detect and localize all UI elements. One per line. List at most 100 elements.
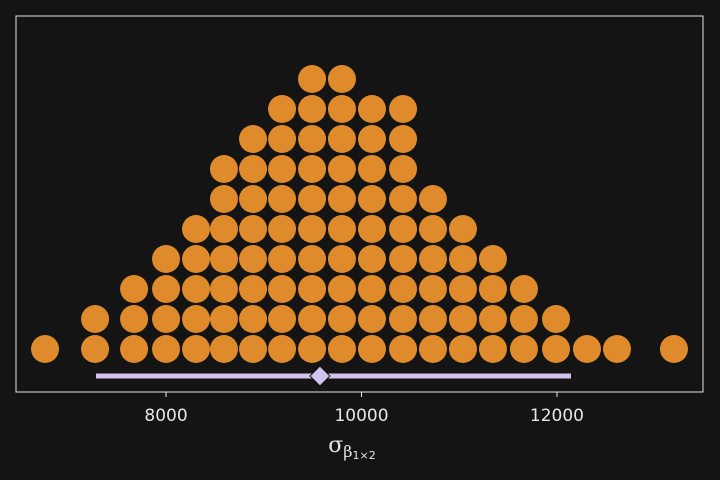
dot	[209, 335, 238, 363]
dot	[327, 65, 356, 93]
dot	[389, 125, 418, 153]
dot	[478, 245, 507, 273]
dot	[81, 335, 110, 363]
dot	[120, 335, 149, 363]
dot	[239, 245, 268, 273]
dot	[327, 245, 356, 273]
dot	[120, 275, 149, 303]
dot	[659, 335, 688, 363]
dot	[389, 95, 418, 123]
dot	[31, 335, 60, 363]
dot	[268, 275, 297, 303]
dot	[298, 125, 327, 153]
dot	[239, 215, 268, 243]
dot	[478, 335, 507, 363]
dot	[478, 305, 507, 333]
dot	[152, 335, 181, 363]
x-tick-label: 10000	[334, 406, 388, 426]
dot	[418, 335, 447, 363]
dot	[182, 335, 211, 363]
dot	[327, 125, 356, 153]
dot	[182, 215, 211, 243]
dot	[327, 305, 356, 333]
dot	[389, 185, 418, 213]
dot	[357, 335, 386, 363]
dot	[357, 305, 386, 333]
dot	[298, 335, 327, 363]
dot	[209, 185, 238, 213]
dot	[298, 65, 327, 93]
dot	[418, 305, 447, 333]
dot	[448, 305, 477, 333]
dot	[357, 155, 386, 183]
dot	[327, 95, 356, 123]
dot	[327, 275, 356, 303]
dot	[448, 245, 477, 273]
dot	[357, 215, 386, 243]
dot	[389, 305, 418, 333]
dot	[209, 215, 238, 243]
dot	[298, 185, 327, 213]
dot	[298, 245, 327, 273]
dot	[389, 215, 418, 243]
dot	[357, 185, 386, 213]
dot	[120, 305, 149, 333]
dot	[239, 155, 268, 183]
dot	[209, 155, 238, 183]
dot	[418, 215, 447, 243]
x-tick-label: 8000	[144, 406, 187, 426]
dot	[268, 125, 297, 153]
dot	[448, 215, 477, 243]
dot	[268, 155, 297, 183]
dot	[509, 335, 538, 363]
dot	[389, 335, 418, 363]
dot	[389, 275, 418, 303]
dot	[298, 95, 327, 123]
dot	[152, 305, 181, 333]
dot	[327, 215, 356, 243]
dot	[268, 95, 297, 123]
dot	[239, 125, 268, 153]
x-label-subsub: 1×2	[353, 449, 376, 462]
dot	[478, 275, 507, 303]
dot	[152, 275, 181, 303]
dot	[268, 185, 297, 213]
dot	[542, 305, 571, 333]
dot	[357, 275, 386, 303]
dot	[298, 155, 327, 183]
dot	[327, 155, 356, 183]
dot	[418, 275, 447, 303]
dot	[418, 245, 447, 273]
dot	[418, 185, 447, 213]
dot	[268, 215, 297, 243]
point-estimate	[309, 365, 331, 387]
dot	[239, 335, 268, 363]
dot	[298, 215, 327, 243]
x-label-sub: β	[343, 442, 352, 461]
dot	[448, 275, 477, 303]
dot	[268, 335, 297, 363]
dot	[602, 335, 631, 363]
dot	[572, 335, 601, 363]
dot	[209, 305, 238, 333]
dot	[182, 305, 211, 333]
dot	[357, 95, 386, 123]
dot	[209, 275, 238, 303]
dot	[182, 275, 211, 303]
dot	[298, 275, 327, 303]
dot	[239, 185, 268, 213]
panel-border	[15, 15, 704, 393]
dot	[182, 245, 211, 273]
dot	[509, 305, 538, 333]
dot	[268, 305, 297, 333]
dot	[209, 245, 238, 273]
x-tick-label: 12000	[530, 406, 584, 426]
dot	[327, 335, 356, 363]
dot	[389, 155, 418, 183]
dot	[327, 185, 356, 213]
dot	[448, 335, 477, 363]
x-label-base: σ	[328, 433, 343, 458]
dot	[81, 305, 110, 333]
